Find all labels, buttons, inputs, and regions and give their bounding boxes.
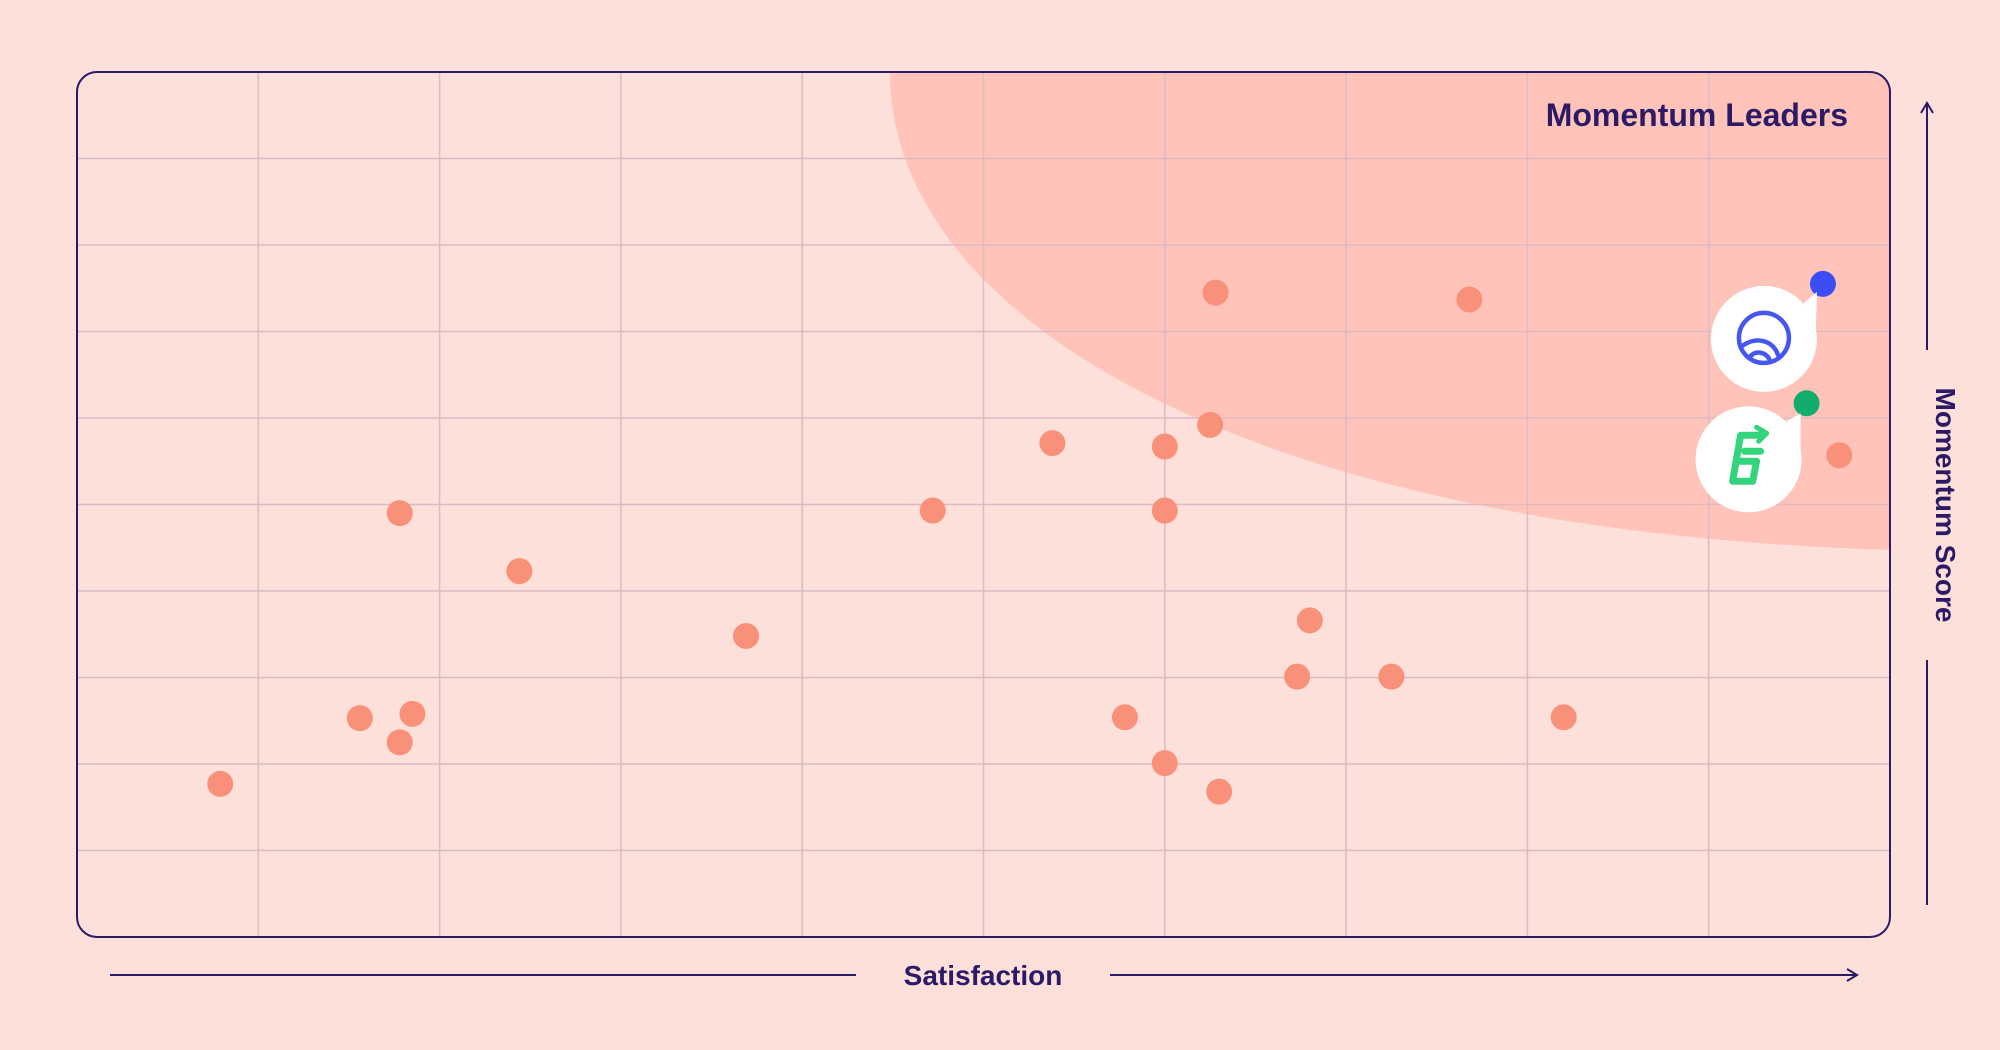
green-s-logo-icon bbox=[1729, 424, 1770, 485]
plot-frame bbox=[76, 71, 1891, 938]
data-point bbox=[1206, 778, 1233, 805]
data-point bbox=[386, 729, 413, 756]
data-point bbox=[1826, 442, 1853, 469]
data-points bbox=[207, 279, 1853, 805]
momentum-leaders-zone bbox=[890, 72, 1890, 550]
data-point bbox=[1296, 607, 1323, 634]
data-point bbox=[1151, 750, 1178, 777]
data-point bbox=[1111, 704, 1138, 731]
blue-globe-logo-icon bbox=[1736, 310, 1792, 366]
x-axis-arrowhead bbox=[1846, 968, 1859, 982]
y-axis-arrowhead bbox=[1920, 101, 1934, 114]
data-point bbox=[1197, 411, 1224, 438]
x-axis: Satisfaction bbox=[110, 960, 1859, 991]
data-point bbox=[1456, 286, 1483, 313]
data-point bbox=[1378, 663, 1405, 690]
momentum-leaders-label: Momentum Leaders bbox=[1546, 97, 1848, 133]
data-point bbox=[732, 622, 759, 649]
x-axis-label: Satisfaction bbox=[904, 960, 1063, 991]
highlight-point-green bbox=[1793, 390, 1820, 417]
y-axis-label: Momentum Score bbox=[1930, 388, 1961, 623]
data-point bbox=[1284, 663, 1311, 690]
data-point bbox=[1202, 279, 1229, 306]
grid-lines bbox=[77, 72, 1890, 937]
data-point bbox=[1151, 497, 1178, 524]
data-point bbox=[386, 500, 413, 527]
data-point bbox=[1151, 433, 1178, 460]
badge-pointer bbox=[1803, 291, 1817, 329]
highlighted-products bbox=[1695, 270, 1836, 513]
data-point bbox=[399, 700, 426, 727]
data-point bbox=[919, 497, 946, 524]
data-point bbox=[1039, 430, 1066, 457]
highlight-point-blue bbox=[1809, 270, 1836, 297]
data-point bbox=[207, 770, 234, 797]
data-point bbox=[346, 705, 373, 732]
data-point bbox=[506, 558, 533, 585]
logo-badge-blue bbox=[1710, 285, 1817, 392]
data-point bbox=[1550, 704, 1577, 731]
y-axis: Momentum Score bbox=[1920, 101, 1961, 905]
